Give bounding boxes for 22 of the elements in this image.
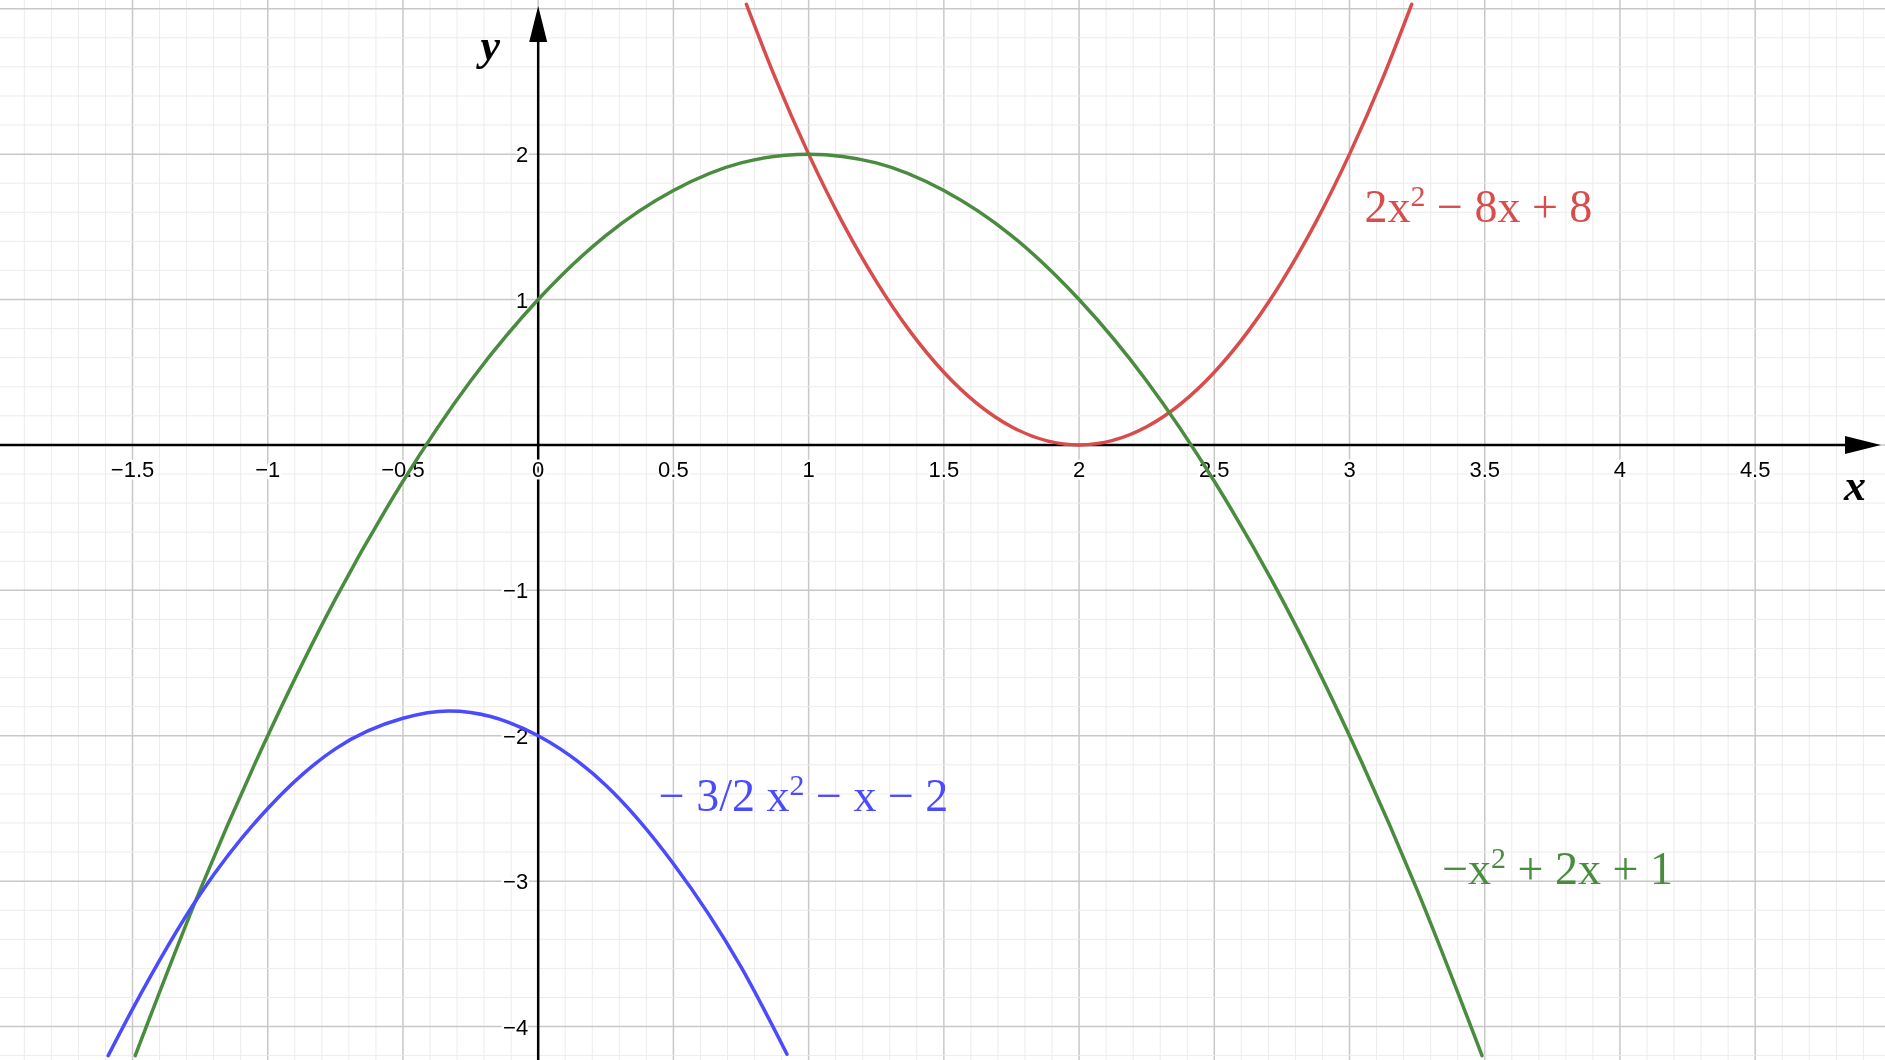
x-tick-label: 3.5 [1469,456,1501,482]
line-series [106,709,789,1058]
series-label: −x$^{2}$ + 2x + 1 [1442,840,1673,894]
x-tick-label: 1.5 [928,456,960,482]
y-axis-title: y [475,21,501,70]
x-tick-label: 0.5 [658,456,689,482]
y-tick-label: −3 [503,869,529,895]
y-tick-label: 1 [515,287,529,313]
y-tick-label: −2 [503,723,529,749]
x-tick-label: −1 [255,456,281,482]
x-axis-title: x [1843,460,1866,510]
y-tick-label: −4 [503,1014,529,1040]
y-tick-label: −1 [503,578,529,604]
series-label: 2x$^{2}$ − 8x + 8 [1364,178,1593,233]
x-tick-label: 4 [1613,456,1627,482]
x-tick-label: 1 [802,456,815,482]
x-tick-label: 3 [1343,456,1356,482]
x-tick-label: 4.5 [1739,456,1771,482]
y-tick-label: 2 [515,142,529,168]
x-tick-label: −1.5 [110,456,155,482]
series-label: − 3/2 x$^{2}$ − x − 2 [658,767,949,822]
x-tick-label: 2 [1072,456,1086,482]
